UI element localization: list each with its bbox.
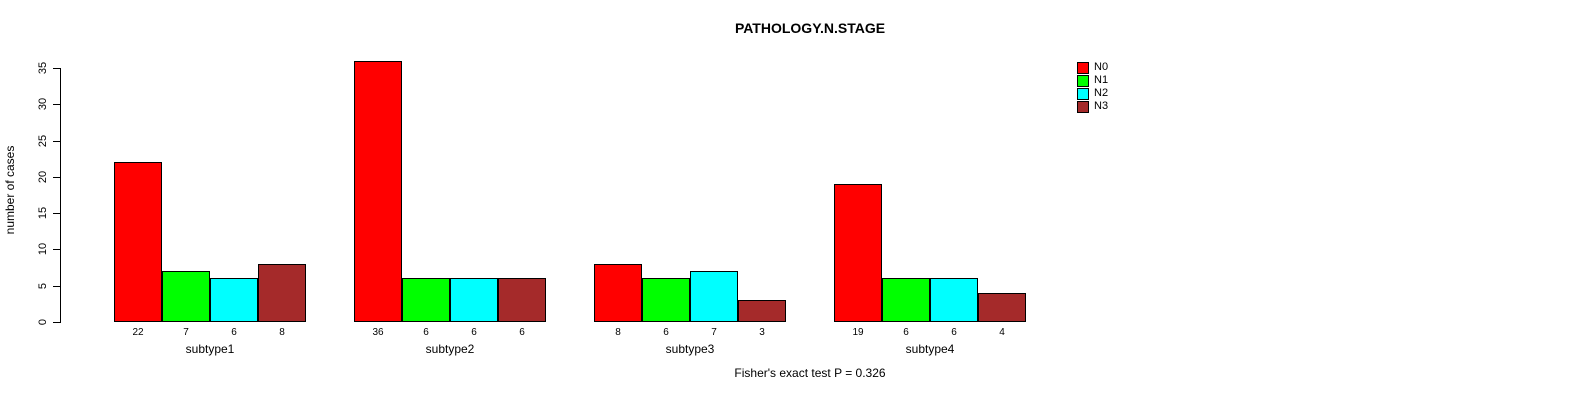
bar-value-label: 22 [132, 327, 144, 338]
bar-n0-subtype3 [594, 264, 642, 322]
y-axis-line [60, 68, 61, 323]
y-tick-label: 10 [37, 242, 49, 256]
bar-value-label: 3 [759, 327, 765, 338]
y-tick-label: 15 [37, 206, 49, 220]
bar-value-label: 19 [852, 327, 864, 338]
x-category-label: subtype3 [665, 342, 715, 356]
bar-n1-subtype1 [162, 271, 210, 322]
bar-value-label: 6 [471, 327, 477, 338]
x-category-label: subtype4 [905, 342, 955, 356]
bar-n3-subtype3 [738, 300, 786, 322]
bar-value-label: 7 [183, 327, 189, 338]
bar-value-label: 6 [663, 327, 669, 338]
legend-label: N3 [1094, 100, 1109, 112]
bar-n0-subtype4 [834, 184, 882, 322]
y-tick-label: 0 [37, 318, 49, 326]
bar-value-label: 6 [231, 327, 237, 338]
legend-row-n2: N2 [1077, 87, 1108, 100]
chart-title: PATHOLOGY.N.STAGE [734, 20, 886, 36]
legend-swatch-n2 [1077, 87, 1089, 100]
y-axis-tick [53, 213, 60, 214]
y-axis-tick [53, 322, 60, 323]
legend-row-n3: N3 [1077, 100, 1108, 113]
bar-n2-subtype3 [690, 271, 738, 322]
legend-label: N0 [1094, 61, 1109, 73]
bar-value-label: 4 [999, 327, 1005, 338]
x-category-label: subtype1 [185, 342, 235, 356]
bar-n3-subtype2 [498, 278, 546, 322]
bar-n0-subtype1 [114, 162, 162, 322]
y-tick-label: 25 [37, 134, 49, 148]
bar-n0-subtype2 [354, 61, 402, 322]
bar-n1-subtype2 [402, 278, 450, 322]
y-axis-tick [53, 249, 60, 250]
x-category-label: subtype2 [425, 342, 475, 356]
bar-value-label: 7 [711, 327, 717, 338]
legend-swatch-n1 [1077, 74, 1089, 87]
legend-row-n0: N0 [1077, 61, 1108, 74]
y-tick-label: 5 [37, 282, 49, 290]
bar-value-label: 8 [279, 327, 285, 338]
y-axis-tick [53, 104, 60, 105]
y-axis-tick [53, 177, 60, 178]
y-axis-label: number of cases [3, 145, 17, 235]
legend: N0 N1 N2 N3 [1077, 61, 1108, 113]
legend-swatch-n3 [1077, 100, 1089, 113]
y-tick-label: 35 [37, 61, 49, 75]
bar-n2-subtype2 [450, 278, 498, 322]
bar-n3-subtype1 [258, 264, 306, 322]
bar-n3-subtype4 [978, 293, 1026, 322]
bar-value-label: 36 [372, 327, 384, 338]
fisher-test-annotation: Fisher's exact test P = 0.326 [734, 366, 886, 380]
bar-n1-subtype4 [882, 278, 930, 322]
legend-label: N1 [1094, 74, 1109, 86]
bar-value-label: 6 [519, 327, 525, 338]
bar-n2-subtype1 [210, 278, 258, 322]
y-axis-tick [53, 68, 60, 69]
y-tick-label: 20 [37, 170, 49, 184]
bar-value-label: 6 [951, 327, 957, 338]
y-axis-tick [53, 141, 60, 142]
bar-value-label: 6 [423, 327, 429, 338]
bar-value-label: 8 [615, 327, 621, 338]
legend-label: N2 [1094, 87, 1109, 99]
y-tick-label: 30 [37, 97, 49, 111]
legend-swatch-n0 [1077, 61, 1089, 74]
bar-n1-subtype3 [642, 278, 690, 322]
bar-n2-subtype4 [930, 278, 978, 322]
y-axis-tick [53, 286, 60, 287]
bar-value-label: 6 [903, 327, 909, 338]
legend-row-n1: N1 [1077, 74, 1108, 87]
